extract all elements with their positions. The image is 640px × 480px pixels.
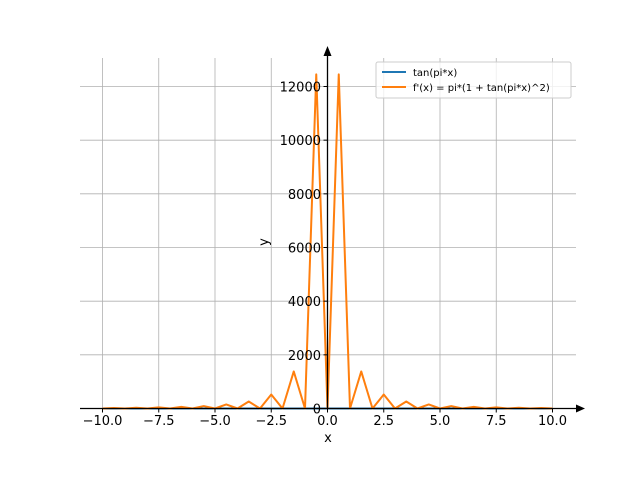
x-tick-label: −5.0 (199, 414, 231, 429)
y-axis-label: y (257, 238, 272, 246)
y-tick-label: 4000 (288, 295, 321, 310)
y-tick-label: 2000 (288, 349, 321, 364)
x-tick-label: −2.5 (255, 414, 287, 429)
x-tick-label: 7.5 (486, 414, 507, 429)
x-tick-label: −7.5 (143, 414, 175, 429)
legend-label-derivative: f'(x) = pi*(1 + tan(pi*x)^2) (413, 83, 550, 94)
x-tick-label: 0.0 (317, 414, 338, 429)
legend-label-tan: tan(pi*x) (413, 68, 457, 79)
x-tick-label: 5.0 (430, 414, 451, 429)
x-axis-arrow (576, 404, 585, 413)
x-tick-label: 10.0 (538, 414, 567, 429)
x-tick-label: 2.5 (373, 414, 394, 429)
legend: tan(pi*x) f'(x) = pi*(1 + tan(pi*x)^2) (375, 61, 572, 99)
axes (80, 46, 585, 413)
y-tick-label: 12000 (280, 81, 321, 96)
y-axis-arrow (323, 46, 332, 56)
y-tick-label: 6000 (288, 242, 321, 257)
ticks: −10.0 −7.5 −5.0 −2.5 0.0 2.5 5.0 7.5 10.0 0 2000 40… (83, 81, 567, 430)
x-tick-label: −10.0 (83, 414, 123, 429)
legend-box (375, 61, 572, 99)
y-tick-label: 8000 (288, 188, 321, 203)
x-axis-label: x (324, 431, 332, 446)
y-tick-label: 0 (313, 403, 321, 418)
y-tick-label: 10000 (280, 134, 321, 149)
